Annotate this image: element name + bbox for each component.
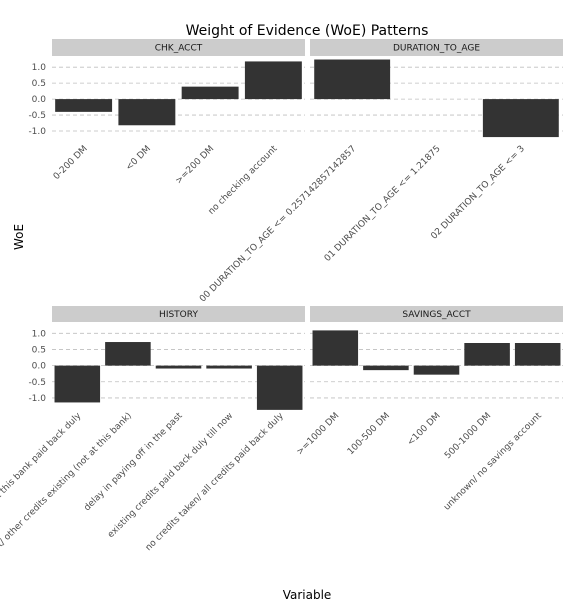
y-tick-label: 0.0 <box>32 362 47 372</box>
facet-strip-label: DURATION_TO_AGE <box>393 44 480 54</box>
bar-no-credits-taken-all-credits-paid-back-duly <box>256 365 303 410</box>
chart-title: Weight of Evidence (WoE) Patterns <box>186 23 429 39</box>
bar-00-duration-to-age-0-257142857142857 <box>314 59 391 100</box>
x-tick-label: 02 DURATION_TO_AGE <= 3 <box>429 144 527 242</box>
y-tick-label: 0.5 <box>32 79 46 89</box>
facet-strip <box>310 306 563 322</box>
bar-0-200-dm <box>55 99 113 112</box>
bar-critical-account-other-credits-existing-not-at-this-bank <box>105 342 151 366</box>
bar-500-1000-dm <box>464 343 510 366</box>
facet-strip <box>52 306 305 322</box>
bar-0-dm <box>118 99 176 126</box>
x-tick-label: 500-1000 DM <box>443 411 493 461</box>
bar-existing-credits-paid-back-duly-till-now <box>206 365 252 369</box>
bar-unknown-no-savings-account <box>514 343 561 366</box>
bar-delay-in-paying-off-in-the-past <box>155 365 202 369</box>
bar-all-credits-at-this-bank-paid-back-duly <box>54 365 101 403</box>
x-tick-label: >=1000 DM <box>295 411 341 457</box>
facet-strip-label: CHK_ACCT <box>155 44 203 54</box>
y-tick-label: 0.5 <box>32 345 46 355</box>
x-tick-label: <0 DM <box>124 144 153 173</box>
y-tick-label: -0.5 <box>28 111 46 121</box>
facet-strip-label: SAVINGS_ACCT <box>402 310 471 320</box>
x-tick-label: unknown/ no savings account <box>442 411 544 513</box>
bar-100-500-dm <box>363 365 409 371</box>
y-axis-title: WoE <box>12 224 26 250</box>
bar-no-checking-account <box>244 61 302 100</box>
x-tick-label: <100 DM <box>406 411 443 448</box>
x-tick-label: 0-200 DM <box>52 144 90 182</box>
panel-chk-acct: CHK_ACCT 1.0 0.5 0.0 -0.5 -1.0 0-200 DM <0 DM >=… <box>28 39 305 217</box>
y-tick-label: 1.0 <box>32 63 47 73</box>
y-tick-label: -0.5 <box>28 378 46 388</box>
facet-strip <box>310 39 563 56</box>
x-tick-label: delay in paying off in the past <box>82 411 185 514</box>
facet-strip-label: HISTORY <box>159 310 198 320</box>
x-tick-label: no checking account <box>207 144 280 217</box>
x-tick-label: 100-500 DM <box>346 411 392 457</box>
bar-1000-dm <box>312 330 359 366</box>
y-tick-label: 1.0 <box>32 329 47 339</box>
y-tick-label: -1.0 <box>28 394 46 404</box>
facet-strip <box>52 39 305 56</box>
bar-100-dm <box>413 365 460 375</box>
x-axis-title: Variable <box>283 588 332 602</box>
panel-savings-acct: SAVINGS_ACCT >=1000 DM 100-500 DM <100 DM 50… <box>295 306 563 513</box>
bar-02-duration-to-age-3 <box>482 99 559 138</box>
y-tick-label: -1.0 <box>28 127 46 137</box>
facet-panels: CHK_ACCT 1.0 0.5 0.0 -0.5 -1.0 0-200 DM <0 DM >=… <box>0 39 563 596</box>
x-tick-label: >=200 DM <box>174 144 216 186</box>
x-tick-label: critical account/ other credits existing… <box>0 411 134 596</box>
y-tick-label: 0.0 <box>32 95 47 105</box>
x-tick-label: 00 DURATION_TO_AGE <= 0.257142857142857 <box>198 144 358 304</box>
bar-200-dm <box>181 86 239 100</box>
